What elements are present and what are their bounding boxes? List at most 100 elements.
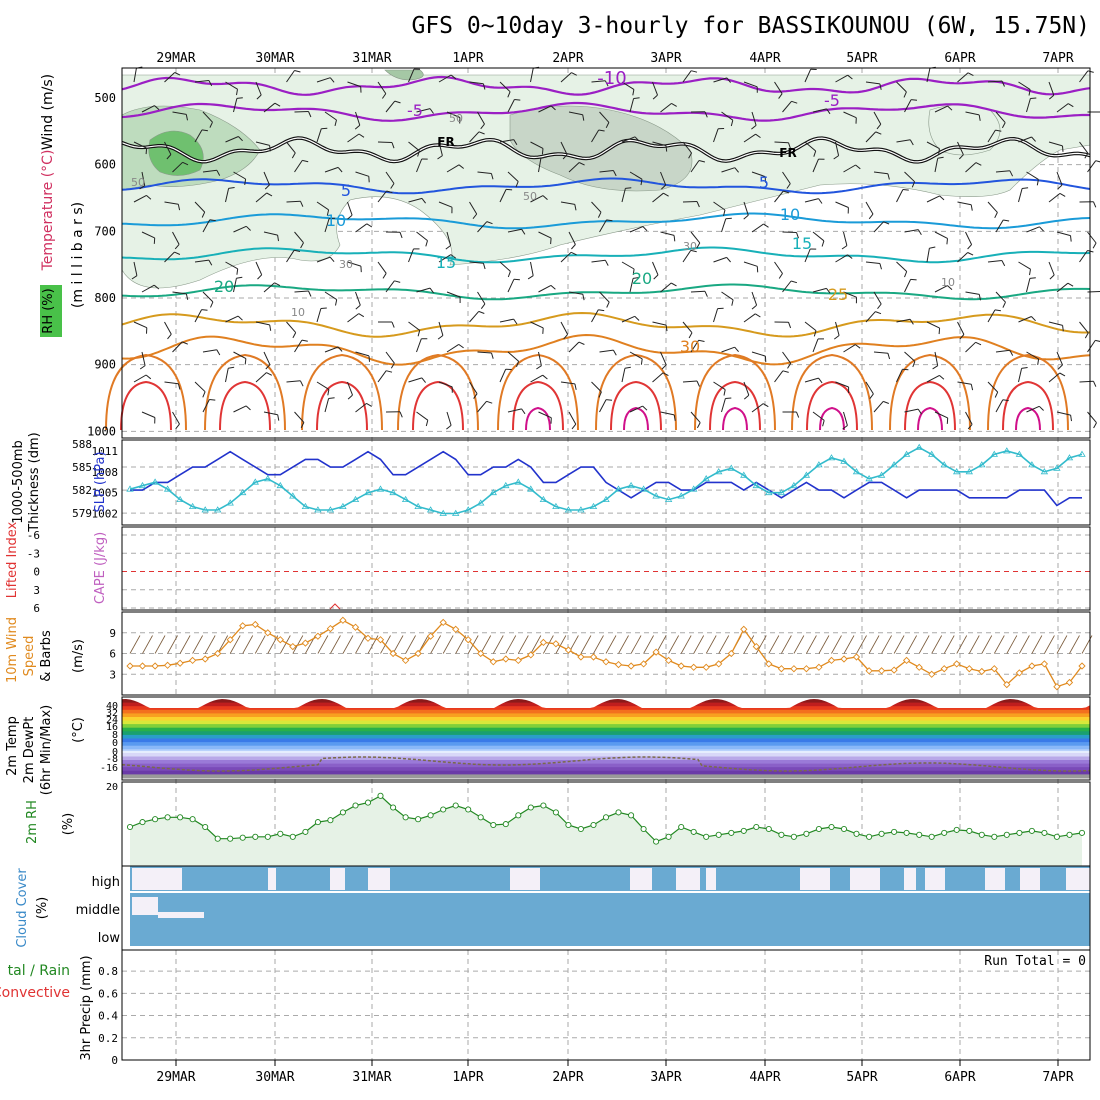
wind-barb xyxy=(446,343,459,353)
wind-barb xyxy=(538,411,552,419)
wind-barb-flag xyxy=(266,372,273,376)
wind-barb-flag xyxy=(264,184,270,190)
wind-barb xyxy=(408,321,421,331)
axis-label-cape: CAPE (J/kg) xyxy=(93,532,108,604)
wind-barb-flag xyxy=(1037,358,1040,365)
wind-barb-flag xyxy=(274,102,281,107)
temperature-tick: -8 xyxy=(106,754,118,765)
wind-barb xyxy=(560,251,572,263)
wind-barb xyxy=(141,351,146,366)
rh-point xyxy=(941,829,948,836)
wind-barb xyxy=(599,349,614,353)
wind-barb xyxy=(225,81,238,90)
wind-barb xyxy=(538,231,552,239)
isotherm-40 xyxy=(316,380,368,431)
wind-barb-flag xyxy=(1031,136,1036,142)
wind-barb-flag xyxy=(154,105,160,110)
wind-barb xyxy=(499,139,514,143)
surface-wind-barb xyxy=(906,635,917,654)
axis-label-total-rain: tal / Rain xyxy=(8,963,70,979)
wind-barb-flag xyxy=(582,294,585,301)
date-tick-top: 1APR xyxy=(452,51,483,66)
wind-barb xyxy=(530,374,543,383)
wind-barb-flag xyxy=(946,238,948,245)
axis-label-slp: SLP (hPa) xyxy=(93,451,108,512)
wind-barb xyxy=(1018,188,1023,203)
precip-tick: 0.8 xyxy=(98,965,118,978)
wind-barb-flag xyxy=(139,185,145,190)
wind-barb-flag xyxy=(355,304,361,310)
wind-barb xyxy=(995,399,1004,413)
wind-barb xyxy=(660,351,667,366)
slp-point xyxy=(965,468,974,475)
temperature-tick: 32 xyxy=(106,708,118,719)
precip-tick: 0.6 xyxy=(98,987,118,1000)
wind-barb xyxy=(843,411,848,426)
contour-label: -10 xyxy=(597,68,626,89)
wind-barb xyxy=(835,74,848,83)
wind-barb-flag xyxy=(932,365,938,370)
wind-barb-flag xyxy=(598,391,602,398)
surface-wind-barb xyxy=(129,635,141,654)
wind-barb-flag xyxy=(791,100,798,104)
contour-label: 50 xyxy=(449,112,463,125)
wind-barb xyxy=(812,158,819,173)
slp-point xyxy=(226,499,234,506)
surface-wind-barb xyxy=(993,635,1005,654)
surface-wind-barb xyxy=(806,635,817,654)
wind-barb-flag xyxy=(612,170,617,177)
rh-point xyxy=(803,830,810,837)
isotherm-35 xyxy=(497,353,579,431)
isotherm-40 xyxy=(1002,380,1054,431)
wind-barb xyxy=(774,141,789,144)
wind-barb xyxy=(294,231,304,244)
axis-label-rh: RH (%) xyxy=(41,288,56,333)
wind-barb xyxy=(965,411,973,425)
wind-barb xyxy=(416,287,431,293)
wind-barb xyxy=(690,411,701,423)
rh-point xyxy=(1078,829,1086,836)
wind-barb-flag xyxy=(1093,381,1097,387)
wind-barb-flag xyxy=(366,223,373,228)
wind-barb xyxy=(904,351,916,362)
temperature-color-band xyxy=(122,767,1090,772)
wind-speed-point xyxy=(639,660,648,668)
wind-speed-point xyxy=(364,634,372,642)
wind-speed-point xyxy=(389,649,397,658)
wind-barb xyxy=(560,141,568,155)
wind-barb xyxy=(995,219,1004,233)
rh-point xyxy=(615,809,622,816)
wind-barb xyxy=(202,169,217,173)
date-tick-bottom: 2APR xyxy=(552,1070,583,1085)
panel-frame-temp xyxy=(121,696,1091,781)
wind-barb xyxy=(965,111,980,116)
wind-barb xyxy=(568,291,583,295)
wind-barb-flag xyxy=(292,332,297,339)
wind-barb xyxy=(316,201,329,211)
wind-speed-point xyxy=(214,649,222,658)
wind-barb xyxy=(477,221,488,233)
wind-speed-point xyxy=(464,636,472,644)
wind-barb xyxy=(652,261,659,276)
wind-barb xyxy=(995,111,1006,123)
rh-point xyxy=(1028,827,1035,834)
wind-barb xyxy=(812,287,827,293)
rh-point xyxy=(352,802,359,809)
wind-barb xyxy=(1079,141,1089,154)
wind-barb-flag xyxy=(482,83,486,90)
wind-barb-flag xyxy=(256,94,262,100)
wind-barb xyxy=(141,231,155,239)
isotherm-35 xyxy=(397,353,479,431)
slp-point xyxy=(176,495,184,502)
isotherm-40 xyxy=(120,380,172,431)
slp-point xyxy=(677,492,685,499)
wind-barb xyxy=(172,111,187,115)
isotherm--10 xyxy=(121,75,1091,96)
wind-barb-flag xyxy=(902,189,909,191)
wind-barb xyxy=(1079,380,1094,383)
wind-barb xyxy=(164,251,175,263)
wind-barb xyxy=(743,81,758,88)
rh-point xyxy=(878,830,885,837)
wind-barb-flag xyxy=(329,77,335,83)
wind-speed-point xyxy=(815,663,823,671)
